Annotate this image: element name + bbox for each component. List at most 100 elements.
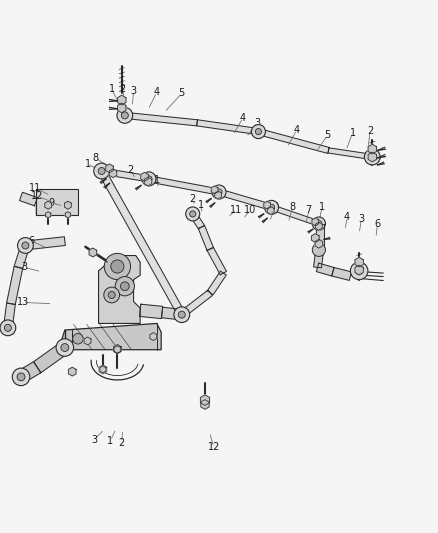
Polygon shape	[218, 189, 272, 211]
Polygon shape	[45, 201, 52, 209]
Polygon shape	[150, 333, 157, 341]
Text: 4: 4	[240, 112, 246, 123]
Circle shape	[18, 238, 33, 253]
Polygon shape	[355, 257, 364, 267]
Polygon shape	[84, 337, 91, 345]
Polygon shape	[264, 201, 271, 209]
Circle shape	[104, 287, 120, 303]
Polygon shape	[162, 307, 182, 320]
Circle shape	[265, 200, 279, 214]
Polygon shape	[211, 186, 218, 194]
Polygon shape	[68, 367, 76, 376]
Circle shape	[108, 292, 115, 298]
Text: 5: 5	[179, 88, 185, 99]
Polygon shape	[99, 255, 140, 324]
Polygon shape	[316, 223, 324, 249]
Text: 1: 1	[154, 175, 160, 185]
Circle shape	[268, 204, 275, 211]
Polygon shape	[7, 266, 23, 304]
Polygon shape	[315, 222, 322, 230]
Circle shape	[316, 221, 322, 227]
Polygon shape	[215, 191, 222, 199]
Polygon shape	[18, 361, 41, 383]
Polygon shape	[207, 271, 226, 295]
Circle shape	[94, 163, 110, 179]
Polygon shape	[368, 152, 377, 162]
Polygon shape	[140, 304, 162, 319]
Circle shape	[178, 311, 185, 318]
Text: 1: 1	[198, 200, 204, 210]
Polygon shape	[201, 395, 209, 405]
Polygon shape	[144, 177, 152, 186]
Polygon shape	[314, 248, 324, 268]
Text: 12: 12	[208, 442, 220, 452]
Circle shape	[355, 267, 363, 275]
Circle shape	[121, 112, 128, 119]
Text: 3: 3	[358, 214, 364, 224]
Text: 8: 8	[290, 203, 296, 212]
Text: 3: 3	[21, 262, 27, 272]
Polygon shape	[98, 169, 185, 317]
Polygon shape	[14, 244, 30, 269]
Polygon shape	[101, 168, 149, 182]
Polygon shape	[180, 290, 212, 318]
Circle shape	[111, 260, 124, 273]
Text: 9: 9	[272, 203, 278, 212]
Text: 10: 10	[244, 205, 257, 215]
Circle shape	[61, 344, 69, 351]
Polygon shape	[328, 148, 373, 159]
Text: 2: 2	[127, 165, 134, 175]
Circle shape	[146, 176, 152, 182]
Polygon shape	[113, 344, 121, 353]
Polygon shape	[368, 144, 377, 154]
Circle shape	[56, 339, 74, 356]
Polygon shape	[25, 237, 65, 250]
Polygon shape	[271, 205, 320, 226]
Text: 1: 1	[319, 203, 325, 212]
Circle shape	[104, 253, 131, 280]
Polygon shape	[197, 120, 259, 135]
Text: 2: 2	[190, 193, 196, 204]
Polygon shape	[117, 103, 126, 113]
Circle shape	[212, 185, 226, 199]
Polygon shape	[20, 192, 37, 206]
Polygon shape	[316, 263, 334, 276]
Polygon shape	[33, 342, 69, 373]
Text: 3: 3	[254, 118, 261, 128]
Circle shape	[22, 242, 29, 249]
Circle shape	[115, 277, 134, 296]
Text: 13: 13	[17, 297, 29, 308]
Circle shape	[312, 243, 325, 256]
Circle shape	[251, 125, 265, 139]
Polygon shape	[148, 176, 219, 195]
Text: 1: 1	[109, 84, 115, 94]
Text: 7: 7	[306, 205, 312, 215]
Circle shape	[255, 128, 261, 135]
Text: 6: 6	[28, 236, 35, 246]
Polygon shape	[106, 164, 113, 173]
Polygon shape	[207, 247, 226, 274]
Text: 4: 4	[294, 125, 300, 135]
Polygon shape	[201, 400, 209, 409]
Polygon shape	[46, 212, 51, 218]
Text: 3: 3	[131, 86, 137, 96]
Polygon shape	[355, 265, 364, 275]
Text: 2: 2	[119, 438, 125, 448]
Text: 6: 6	[374, 219, 381, 229]
Text: 12: 12	[31, 191, 43, 201]
Text: 1: 1	[107, 436, 113, 446]
Polygon shape	[312, 218, 319, 226]
Circle shape	[120, 282, 129, 290]
Circle shape	[73, 334, 83, 344]
Text: 9: 9	[49, 198, 55, 208]
Circle shape	[98, 167, 105, 174]
Circle shape	[186, 207, 200, 221]
Polygon shape	[117, 95, 126, 105]
Text: 2: 2	[367, 126, 373, 136]
Text: 11: 11	[29, 183, 41, 192]
Text: 5: 5	[325, 130, 331, 140]
Circle shape	[17, 373, 25, 381]
Polygon shape	[100, 366, 106, 373]
Polygon shape	[4, 303, 15, 328]
Polygon shape	[124, 112, 198, 126]
